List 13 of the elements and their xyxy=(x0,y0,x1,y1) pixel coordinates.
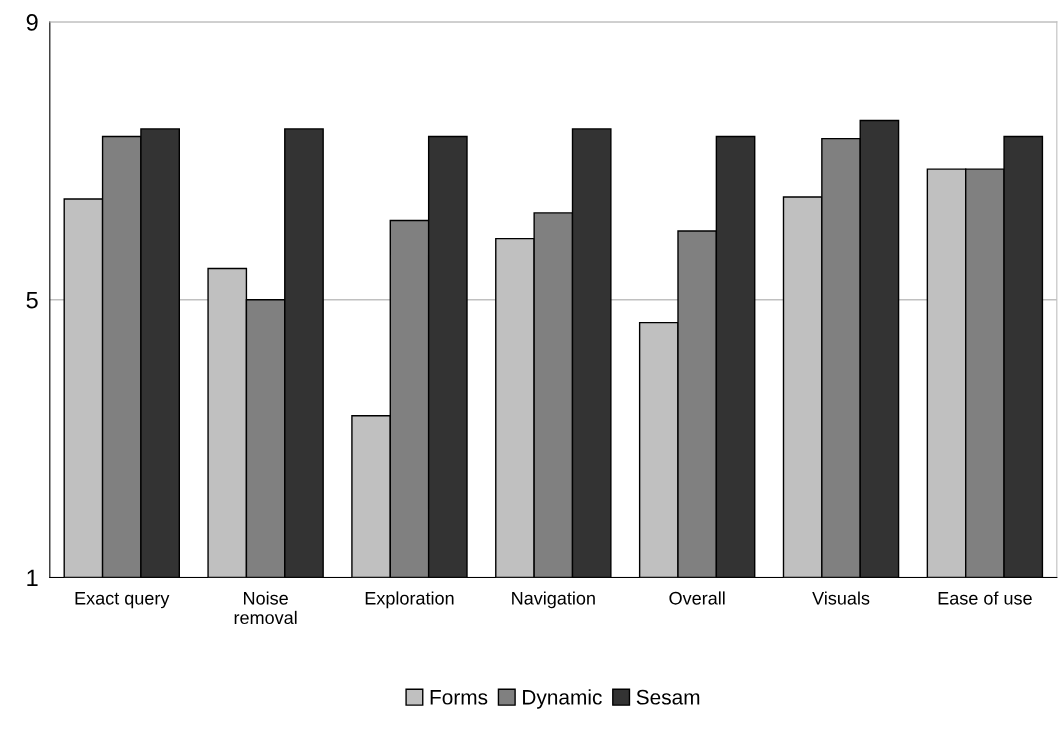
y-tick-label: 5 xyxy=(26,292,38,309)
x-tick-label: Navigation xyxy=(512,591,595,609)
y-tick-label: 9 xyxy=(26,14,38,31)
x-tick-label: Ease of use xyxy=(938,591,1032,605)
x-tick-label: Exact query xyxy=(75,592,170,609)
x-tick-label: Overall xyxy=(669,591,725,605)
legend-label: Forms xyxy=(430,690,488,705)
x-tick-label: Exploration xyxy=(365,591,454,609)
legend-label: Dynamic xyxy=(523,689,602,709)
x-tick-label: Visuals xyxy=(812,591,870,605)
y-tick-label: 1 xyxy=(27,569,38,587)
x-tick-label: Noise removal xyxy=(234,591,297,625)
legend-label: Sesam xyxy=(636,689,700,705)
